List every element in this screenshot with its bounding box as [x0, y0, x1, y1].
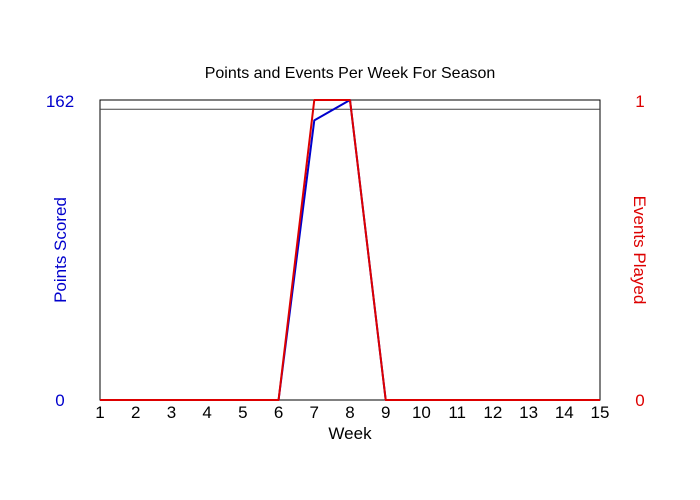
- x-tick-label: 11: [448, 403, 466, 422]
- x-tick-labels: 1 2 3 4 5 6 7 8 9 10 11 12 13 14 15: [95, 403, 609, 422]
- x-tick-label: 1: [95, 403, 104, 422]
- x-tick-label: 7: [310, 403, 319, 422]
- y-right-tick-max: 1: [635, 92, 644, 111]
- events-played-series-line: [100, 99, 600, 401]
- x-tick-label: 2: [131, 403, 140, 422]
- y-right-tick-min: 0: [635, 391, 644, 410]
- y-right-axis-label: Events Played: [630, 196, 649, 305]
- x-tick-label: 8: [345, 403, 354, 422]
- y-left-axis-label: Points Scored: [51, 197, 70, 303]
- x-tick-label: 14: [555, 403, 574, 422]
- points-scored-series-line: [100, 99, 600, 401]
- x-axis-label: Week: [328, 424, 372, 443]
- x-tick-label: 5: [238, 403, 247, 422]
- x-tick-label: 6: [274, 403, 283, 422]
- x-tick-label: 4: [202, 403, 211, 422]
- y-left-tick-max: 162: [46, 92, 74, 111]
- x-tick-label: 15: [591, 403, 610, 422]
- x-tick-label: 3: [167, 403, 176, 422]
- plot-frame: [99, 99, 601, 401]
- x-tick-label: 10: [412, 403, 431, 422]
- x-tick-label: 13: [519, 403, 538, 422]
- series-layer: [100, 99, 600, 401]
- y-left-tick-min: 0: [55, 391, 64, 410]
- x-tick-label: 12: [483, 403, 502, 422]
- chart-title: Points and Events Per Week For Season: [205, 65, 496, 82]
- x-tick-label: 9: [381, 403, 390, 422]
